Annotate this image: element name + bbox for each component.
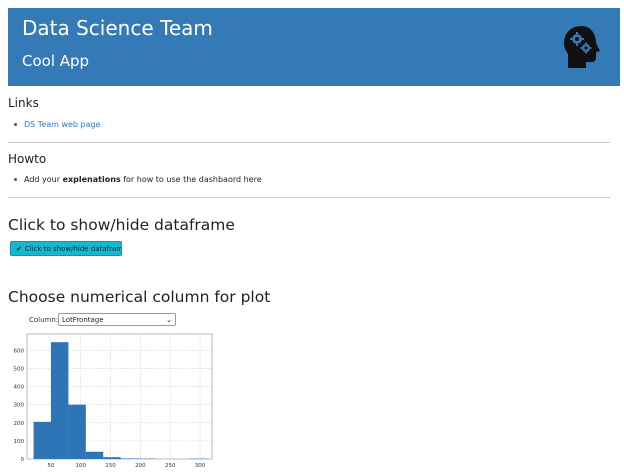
histogram-bar	[34, 422, 51, 459]
links-heading: Links	[8, 96, 39, 110]
header-title: Data Science Team	[22, 16, 213, 40]
x-tick-label: 50	[47, 463, 54, 468]
x-tick-label: 150	[105, 463, 116, 468]
plot-heading: Choose numerical column for plot	[8, 288, 270, 306]
y-tick-label: 300	[14, 403, 25, 409]
howto-heading: Howto	[8, 152, 46, 166]
toggle-dataframe-button[interactable]: ✔ Click to show/hide dataframe	[10, 241, 122, 256]
histogram-bar	[103, 457, 120, 459]
chevron-down-icon: ⌄	[166, 316, 172, 324]
divider	[8, 142, 610, 143]
x-tick-label: 300	[195, 463, 206, 468]
histogram-bar	[68, 405, 85, 459]
x-tick-label: 250	[165, 463, 176, 468]
y-tick-label: 0	[21, 457, 25, 463]
histogram-plot: 0 100 200 300 400 500 600 50 100 150 200 250 300	[0, 326, 230, 472]
column-label: Column:	[29, 316, 58, 324]
app-header: Data Science Team Cool App	[8, 8, 620, 86]
check-icon: ✔	[16, 245, 22, 253]
toggle-heading: Click to show/hide dataframe	[8, 216, 235, 234]
column-select-value: LotFrontage	[62, 316, 104, 324]
list-item: Add your explenations for how to use the…	[12, 175, 262, 184]
toggle-button-label: Click to show/hide dataframe	[25, 245, 122, 253]
links-list: DS Team web page	[12, 120, 101, 129]
ds-team-link[interactable]: DS Team web page	[24, 120, 101, 129]
list-item: DS Team web page	[12, 120, 101, 129]
howto-text-bold: explenations	[63, 175, 121, 184]
x-tick-label: 200	[135, 463, 146, 468]
y-tick-label: 100	[14, 439, 25, 445]
y-tick-label: 500	[14, 366, 25, 372]
histogram-bar	[51, 342, 68, 459]
divider	[8, 197, 610, 198]
y-tick-label: 600	[14, 348, 25, 354]
y-tick-label: 200	[14, 421, 25, 427]
histogram-bar	[121, 458, 138, 459]
y-tick-label: 400	[14, 385, 25, 391]
header-subtitle: Cool App	[22, 52, 89, 70]
x-tick-label: 100	[75, 463, 86, 468]
howto-text-prefix: Add your	[24, 175, 63, 184]
histogram-bar	[86, 452, 103, 459]
howto-list: Add your explenations for how to use the…	[12, 175, 262, 184]
howto-text-suffix: for how to use the dashbaord here	[121, 175, 262, 184]
head-gears-icon	[560, 24, 604, 70]
histogram-chart: 0 100 200 300 400 500 600 50 100 150 200 250 300	[0, 326, 230, 468]
column-select[interactable]: LotFrontage ⌄	[58, 313, 176, 326]
